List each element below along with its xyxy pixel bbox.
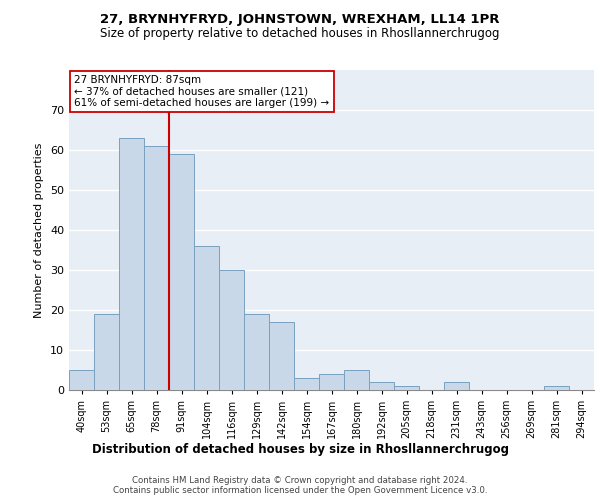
Bar (69, 370, 94, 390)
Bar (169, 154, 194, 390)
Bar (244, 314, 269, 390)
Text: 27 BRYNHYFRYD: 87sqm
← 37% of detached houses are smaller (121)
61% of semi-deta: 27 BRYNHYFRYD: 87sqm ← 37% of detached h… (74, 75, 329, 108)
Bar (94, 314, 119, 390)
Text: Size of property relative to detached houses in Rhosllannerchrugog: Size of property relative to detached ho… (100, 28, 500, 40)
Bar (144, 146, 169, 390)
Bar (444, 382, 469, 390)
Bar (344, 370, 369, 390)
Bar (269, 322, 294, 390)
Bar (294, 378, 319, 390)
Bar (194, 246, 219, 390)
Text: Distribution of detached houses by size in Rhosllannerchrugog: Distribution of detached houses by size … (91, 442, 509, 456)
Y-axis label: Number of detached properties: Number of detached properties (34, 142, 44, 318)
Bar (319, 374, 344, 390)
Bar (219, 270, 244, 390)
Bar (544, 386, 569, 390)
Text: 27, BRYNHYFRYD, JOHNSTOWN, WREXHAM, LL14 1PR: 27, BRYNHYFRYD, JOHNSTOWN, WREXHAM, LL14… (100, 12, 500, 26)
Bar (394, 386, 419, 390)
Bar (369, 382, 394, 390)
Bar (119, 138, 144, 390)
Text: Contains HM Land Registry data © Crown copyright and database right 2024.
Contai: Contains HM Land Registry data © Crown c… (113, 476, 487, 495)
